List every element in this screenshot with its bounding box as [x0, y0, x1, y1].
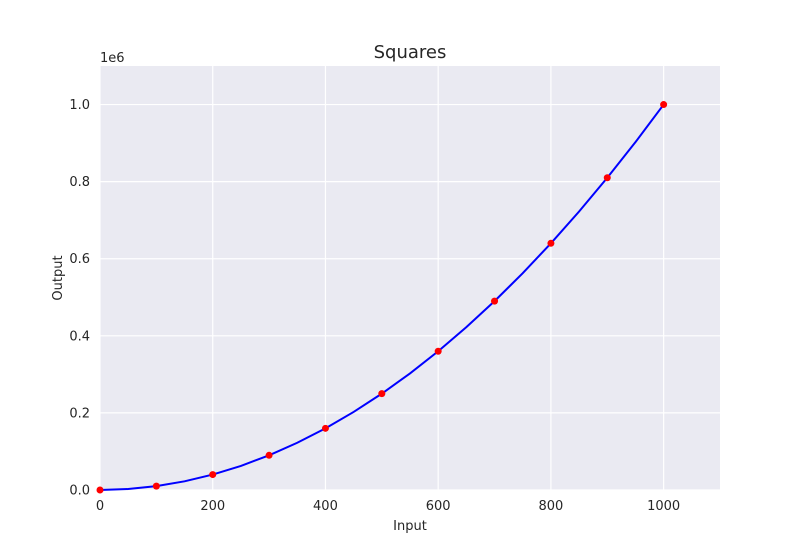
- chart-title: Squares: [374, 42, 447, 63]
- y-tick-label: 1.0: [69, 98, 90, 113]
- x-ticks: 0 200 400 600 800 1000: [96, 499, 680, 514]
- data-point: [152, 482, 160, 490]
- data-point: [547, 239, 555, 247]
- data-point: [378, 390, 386, 398]
- x-tick-label: 1000: [647, 499, 680, 514]
- data-point: [209, 471, 217, 479]
- x-tick-label: 800: [538, 499, 563, 514]
- data-point: [265, 451, 273, 459]
- data-point: [96, 486, 104, 494]
- data-point: [434, 347, 442, 355]
- x-axis-label: Input: [393, 519, 427, 534]
- y-tick-label: 0.6: [69, 252, 90, 267]
- series-layer: [96, 101, 668, 494]
- y-offset-label: 1e6: [100, 51, 125, 66]
- data-point: [603, 174, 611, 182]
- data-point: [660, 101, 668, 109]
- x-tick-label: 0: [96, 499, 104, 514]
- y-tick-label: 0.2: [69, 406, 90, 421]
- x-tick-label: 600: [426, 499, 451, 514]
- data-point: [321, 424, 329, 432]
- y-tick-label: 0.4: [69, 329, 90, 344]
- plot-area: [100, 66, 720, 490]
- data-point: [491, 297, 499, 305]
- y-tick-label: 0.8: [69, 175, 90, 190]
- x-tick-label: 400: [313, 499, 338, 514]
- y-tick-label: 0.0: [69, 484, 90, 499]
- y-axis-label: Output: [51, 255, 66, 300]
- x-tick-label: 200: [200, 499, 225, 514]
- y-ticks: 0.0 0.2 0.4 0.6 0.8 1.0: [69, 98, 90, 498]
- grid: [99, 66, 720, 491]
